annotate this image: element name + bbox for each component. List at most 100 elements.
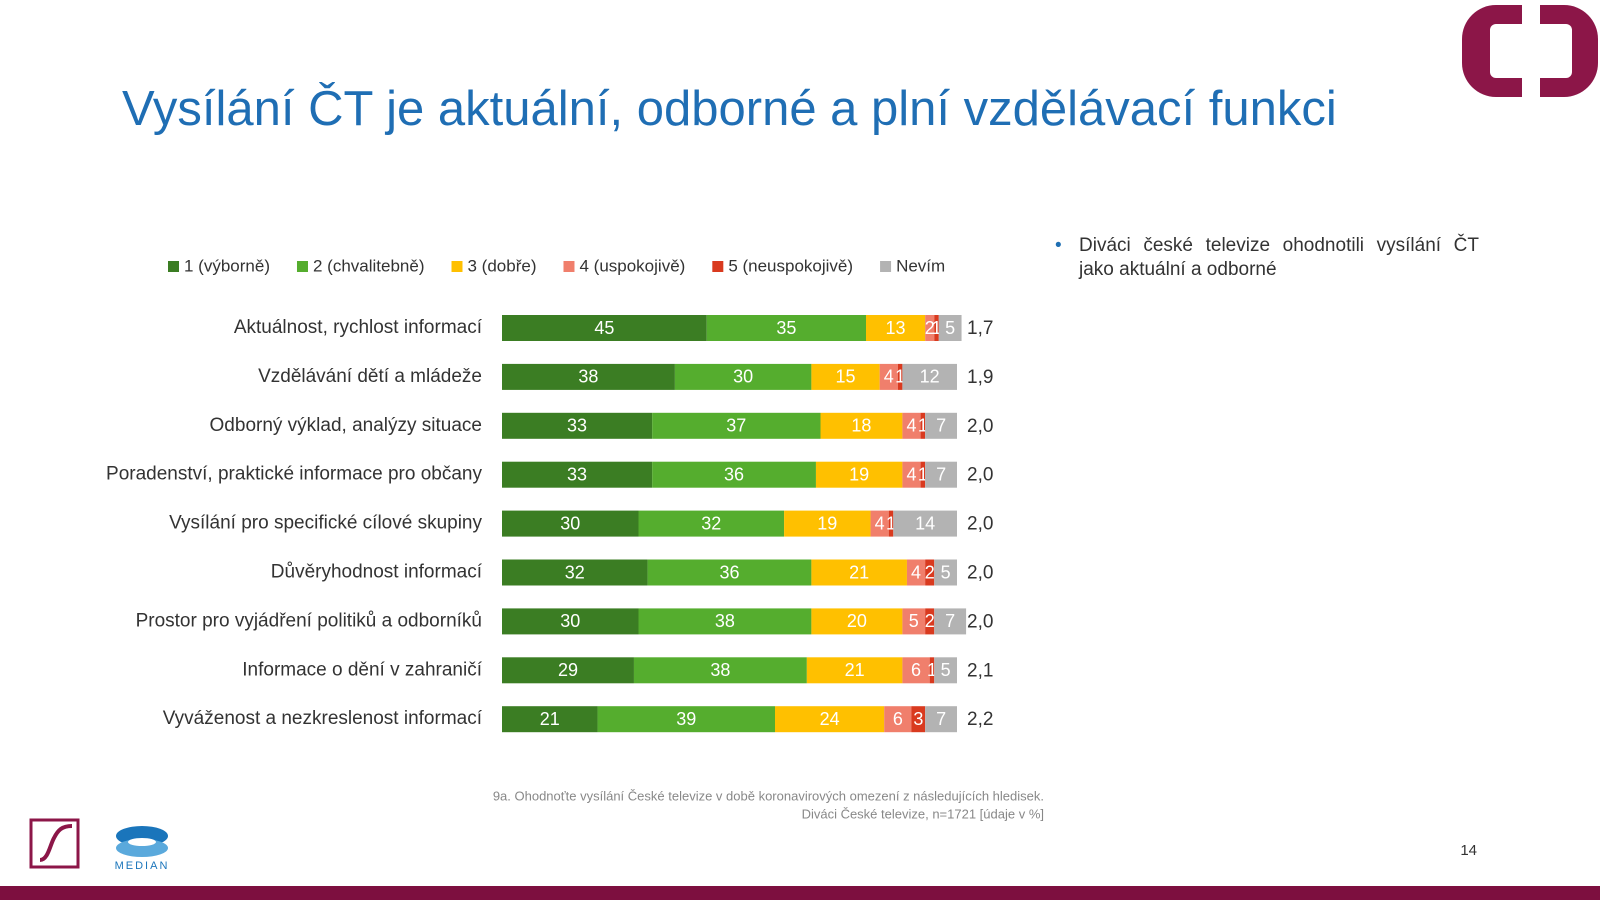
- data-label: 18: [851, 416, 871, 436]
- bar-segment: [902, 657, 930, 684]
- average-label: 2,2: [967, 709, 993, 730]
- bar-segment: [934, 608, 967, 635]
- bar-segment: [502, 412, 653, 439]
- data-label: 4: [906, 464, 916, 484]
- bar-segment: [502, 315, 707, 341]
- footnote: Diváci České televize, n=1721 [údaje v %…: [802, 806, 1044, 821]
- bar-segment: [597, 706, 775, 733]
- data-label: 38: [715, 611, 735, 631]
- bar-segment: [929, 657, 935, 684]
- bar-segment: [502, 706, 598, 733]
- bar-segment: [938, 315, 962, 341]
- category-label: Poradenství, praktické informace pro obč…: [106, 464, 482, 485]
- data-label: 30: [560, 513, 580, 533]
- data-label: 21: [849, 562, 869, 582]
- data-label: 7: [936, 416, 946, 436]
- average-label: 2,0: [967, 611, 993, 632]
- bar-segment: [674, 363, 812, 390]
- bar-segment: [920, 412, 926, 439]
- data-label: 36: [719, 562, 739, 582]
- data-label: 13: [886, 318, 906, 338]
- data-label: 5: [941, 562, 951, 582]
- bar-segment: [902, 363, 957, 390]
- bar-segment: [638, 510, 785, 537]
- data-label: 6: [893, 709, 903, 729]
- legend-swatch: [712, 261, 724, 272]
- average-label: 1,9: [967, 367, 993, 388]
- bar-segment: [502, 559, 648, 586]
- category-label: Aktuálnost, rychlost informací: [234, 317, 483, 338]
- bar-segment: [502, 363, 675, 390]
- ct-logo: [1462, 5, 1598, 97]
- bar-segment: [502, 461, 653, 488]
- data-label: 38: [710, 660, 730, 680]
- bar-segment: [638, 608, 812, 635]
- bar-segment: [706, 315, 866, 341]
- category-label: Vysílání pro specifické cílové skupiny: [169, 513, 482, 534]
- bar-segment: [811, 608, 903, 635]
- average-label: 2,0: [967, 416, 993, 437]
- bar-segment: [911, 706, 926, 733]
- bar-segment: [902, 608, 926, 635]
- bar-segment: [879, 363, 898, 390]
- logo-text: MEDIAN: [115, 860, 170, 872]
- bar-segment: [815, 461, 903, 488]
- data-label: 2: [925, 611, 935, 631]
- bar-segment: [934, 657, 957, 684]
- data-label: 5: [909, 611, 919, 631]
- data-label: 19: [849, 464, 869, 484]
- data-label: 14: [915, 513, 935, 533]
- data-label: 7: [936, 709, 946, 729]
- data-label: 20: [847, 611, 867, 631]
- footer-band: [0, 886, 1600, 900]
- data-label: 15: [836, 367, 856, 387]
- bar-segment: [884, 706, 912, 733]
- average-label: 2,0: [967, 563, 993, 584]
- bar-segment: [902, 412, 921, 439]
- bar-segment: [775, 706, 885, 733]
- data-label: 39: [676, 709, 696, 729]
- data-label: 4: [884, 367, 894, 387]
- data-label: 29: [558, 660, 578, 680]
- bar-segment: [902, 461, 921, 488]
- bar-segment: [888, 510, 894, 537]
- data-label: 21: [540, 709, 560, 729]
- bar-segment: [925, 461, 957, 488]
- bar-segment: [906, 559, 926, 586]
- data-label: 1: [927, 660, 937, 680]
- data-label: 30: [733, 367, 753, 387]
- bar-segment: [811, 559, 907, 586]
- data-label: 24: [820, 709, 840, 729]
- slide-title: Vysílání ČT je aktuální, odborné a plní …: [122, 82, 1337, 136]
- data-label: 35: [776, 318, 796, 338]
- bar-segment: [806, 657, 903, 684]
- bar-segment: [784, 510, 871, 537]
- category-label: Vzdělávání dětí a mládeže: [258, 366, 482, 387]
- data-label: 1: [918, 464, 928, 484]
- data-label: 37: [726, 416, 746, 436]
- category-label: Vyváženost a nezkreslenost informací: [163, 708, 483, 729]
- data-label: 5: [941, 660, 951, 680]
- legend-swatch: [563, 261, 575, 272]
- bar-segment: [897, 363, 903, 390]
- data-label: 1: [918, 416, 928, 436]
- data-label: 36: [724, 464, 744, 484]
- data-label: 2: [925, 318, 935, 338]
- footnote: 9a. Ohodnoťte vysílání České televize v …: [493, 788, 1044, 803]
- bar-segment: [820, 412, 903, 439]
- bar-segment: [866, 315, 926, 341]
- average-label: 2,1: [967, 660, 993, 681]
- data-label: 3: [913, 709, 923, 729]
- data-label: 21: [845, 660, 865, 680]
- bar-segment: [652, 461, 816, 488]
- data-label: 33: [567, 464, 587, 484]
- data-label: 7: [945, 611, 955, 631]
- data-label: 6: [911, 660, 921, 680]
- data-label: 1: [932, 318, 942, 338]
- average-label: 1,7: [967, 318, 993, 339]
- bar-segment: [502, 657, 634, 684]
- average-label: 2,0: [967, 514, 993, 535]
- legend-label: 2 (chvalitebně): [313, 256, 425, 275]
- category-label: Odborný výklad, analýzy situace: [210, 415, 482, 436]
